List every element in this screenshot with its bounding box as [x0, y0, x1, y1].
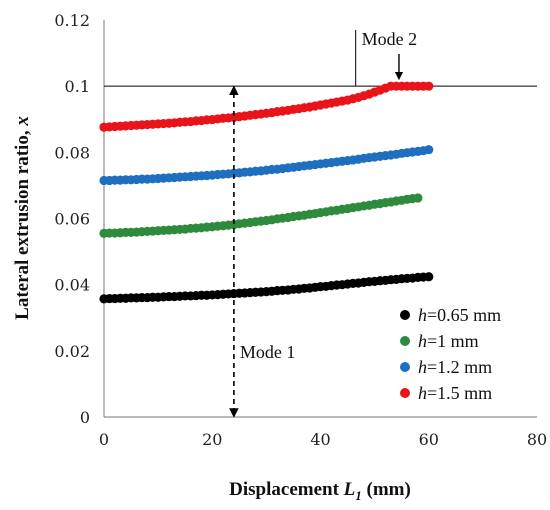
legend: h=0.65 mmh=1 mmh=1.2 mmh=1.5 mm [400, 305, 501, 403]
legend-item: h=0.65 mm [400, 305, 501, 325]
mode2-label: Mode 2 [362, 29, 418, 49]
y-tick-label: 0.1 [65, 77, 90, 96]
legend-swatch [400, 336, 410, 346]
series-layer [99, 81, 434, 304]
legend-label: h=0.65 mm [418, 305, 501, 325]
x-axis-title-symbol: L [343, 479, 356, 500]
series-2 [99, 145, 434, 186]
x-tick-label: 40 [310, 430, 330, 449]
legend-label: h=1.2 mm [418, 357, 492, 377]
y-axis-title-symbol: x [12, 116, 33, 127]
data-point [424, 81, 434, 91]
legend-label-symbol: h [418, 305, 427, 325]
series-0 [99, 272, 434, 304]
legend-item: h=1.2 mm [400, 357, 492, 377]
legend-label: h=1 mm [418, 331, 479, 351]
series-1 [99, 193, 423, 238]
legend-swatch [400, 310, 410, 320]
y-axis-title-main: Lateral extrusion ratio, [12, 126, 33, 320]
legend-label-value: =1.5 mm [427, 383, 492, 403]
y-tick-label: 0.12 [54, 11, 90, 30]
legend-item: h=1.5 mm [400, 383, 492, 403]
x-tick-label: 80 [527, 430, 547, 449]
x-axis-title-unit: (mm) [362, 479, 411, 500]
legend-label-symbol: h [418, 383, 427, 403]
x-tick-label: 0 [99, 430, 109, 449]
x-axis-title-subscript: 1 [355, 488, 362, 503]
y-tick-label: 0.06 [54, 210, 90, 229]
data-point [424, 272, 434, 282]
legend-label-value: =1.2 mm [427, 357, 492, 377]
x-tick-label: 60 [419, 430, 439, 449]
y-tick-label: 0.04 [54, 276, 90, 295]
legend-swatch [400, 362, 410, 372]
legend-label-value: =1 mm [427, 331, 479, 351]
y-tick-label: 0.08 [54, 143, 90, 162]
data-point [413, 193, 423, 203]
legend-item: h=1 mm [400, 331, 479, 351]
y-tick-label: 0 [80, 408, 90, 427]
x-tick-labels: 0 20 40 60 80 [99, 430, 547, 449]
x-axis-title: Displacement L1 (mm) [229, 479, 411, 503]
x-axis-title-main: Displacement [229, 479, 344, 500]
legend-label-symbol: h [418, 357, 427, 377]
y-tick-labels: 0 0.02 0.04 0.06 0.08 0.1 0.12 [54, 11, 90, 427]
x-tick-label: 20 [202, 430, 222, 449]
legend-swatch [400, 388, 410, 398]
data-point [424, 145, 434, 155]
legend-label-value: =0.65 mm [427, 305, 501, 325]
y-tick-label: 0.02 [54, 342, 90, 361]
mode1-label: Mode 1 [240, 342, 296, 362]
y-axis-title: Lateral extrusion ratio, x [12, 116, 33, 320]
series-3 [99, 81, 434, 132]
legend-label-symbol: h [418, 331, 427, 351]
legend-label: h=1.5 mm [418, 383, 492, 403]
